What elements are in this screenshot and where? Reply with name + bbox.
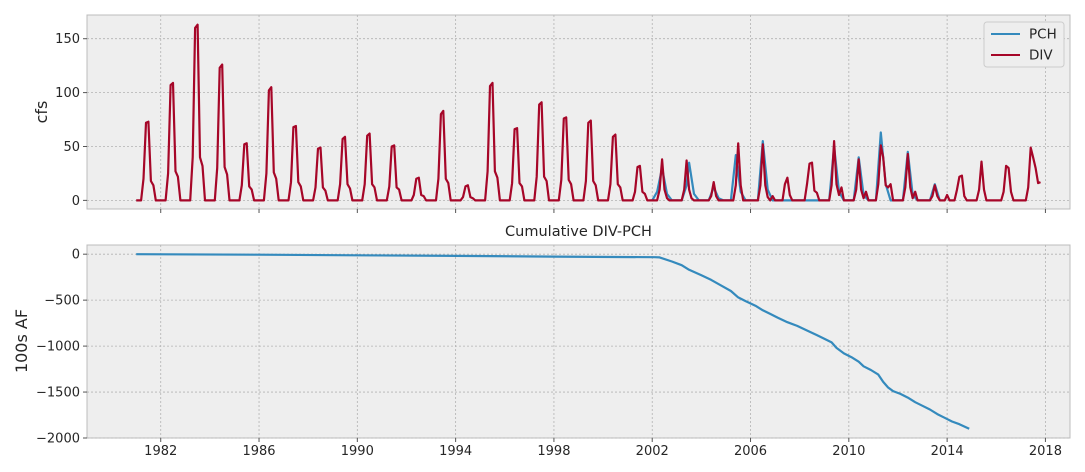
upper-y-tick-label: 0 [72, 194, 80, 209]
lower-x-tick-label: 1998 [537, 444, 570, 459]
lower-x-tick-label: 2006 [734, 444, 767, 459]
legend-label-div: DIV [1029, 48, 1053, 64]
upper-y-tick-label: 150 [55, 32, 80, 47]
upper-y-axis-label: cfs [32, 101, 51, 124]
upper-grid [87, 15, 1070, 209]
upper-y-ticks: 0 50 100 150 [55, 32, 87, 209]
upper-series [136, 23, 1041, 202]
lower-x-tick-label: 2010 [832, 444, 865, 459]
lower-y-axis-label: 100s AF [12, 309, 31, 373]
lower-y-tick-label: −1500 [36, 386, 80, 401]
lower-chart-title: Cumulative DIV-PCH [505, 224, 652, 240]
lower-plot-background [86, 244, 1071, 439]
lower-x-tick-label: 1994 [439, 444, 472, 459]
lower-grid [87, 245, 1070, 439]
lower-line-series-0 [136, 253, 970, 430]
lower-y-tick-label: 0 [72, 248, 80, 263]
legend-label-pch: PCH [1029, 27, 1057, 43]
lower-y-tick-label: −1000 [36, 340, 80, 355]
lower-chart-panel: Cumulative DIV-PCH 1982 1986 1990 1994 1998 2… [12, 224, 1071, 459]
lower-x-tick-label: 1982 [144, 444, 177, 459]
upper-chart-panel: 0 50 100 150 cfs PCH DIV [32, 14, 1071, 213]
lower-x-tick-label: 2018 [1029, 444, 1062, 459]
lower-y-tick-label: −2000 [36, 432, 80, 447]
lower-x-tick-label: 1986 [242, 444, 275, 459]
lower-x-tick-label: 2002 [636, 444, 669, 459]
upper-plot-background [86, 14, 1071, 210]
lower-x-tick-label: 2014 [931, 444, 964, 459]
lower-y-ticks: 0 −500 −1000 −1500 −2000 [36, 248, 87, 447]
upper-y-tick-label: 100 [55, 86, 80, 101]
upper-x-ticks [160, 209, 1046, 213]
legend: PCH DIV [983, 21, 1065, 68]
lower-series [136, 253, 970, 430]
upper-line-div [136, 23, 1041, 202]
upper-y-tick-label: 50 [63, 140, 80, 155]
lower-x-tick-label: 1990 [341, 444, 374, 459]
lower-y-tick-label: −500 [44, 294, 80, 309]
lower-x-ticks: 1982 1986 1990 1994 1998 2002 2006 2010 2014 2018 [144, 438, 1062, 459]
